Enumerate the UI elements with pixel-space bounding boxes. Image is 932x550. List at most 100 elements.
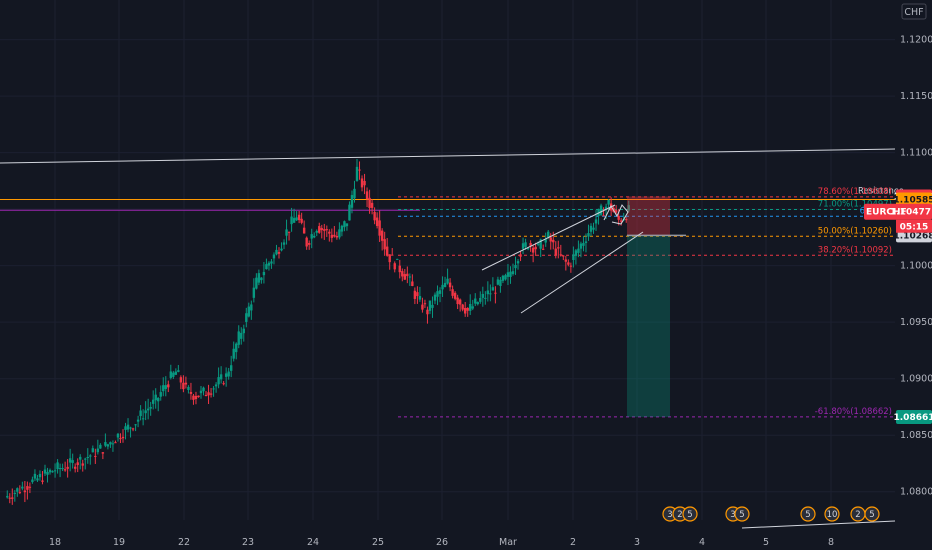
candle [320,224,323,239]
candle [172,370,175,379]
candle [51,470,54,473]
price-tag[interactable]: 1.08661 [894,410,932,425]
wedge-zigzag-drawing[interactable] [603,204,629,225]
candle [96,439,100,455]
candle [300,212,303,225]
candle [557,240,560,259]
economic-event-marker[interactable]: 5 [800,506,816,522]
candle [458,298,462,312]
candle [358,161,361,180]
candle [91,445,95,453]
candle [506,264,510,286]
candle [592,222,595,234]
event-count-label: 5 [687,510,692,520]
candle [446,268,449,285]
symbol-label: EURCHF [866,208,907,218]
candle [345,223,349,231]
y-tick-label: 1.09000 [900,374,932,385]
candle [572,246,575,268]
candle [514,256,517,275]
candle [388,254,391,270]
currency-badge[interactable]: CHF [901,3,927,20]
event-layer[interactable]: 3 2 5 3 5 5 10 2 5 [662,506,896,529]
symbol-price: 1.10477 [890,208,931,218]
candle [307,240,311,250]
candle [202,386,205,396]
candle [229,355,233,378]
candle [179,375,183,390]
economic-event-marker[interactable]: 10 [824,506,840,522]
candle [411,274,414,287]
economic-event-marker[interactable]: 5 [864,506,880,522]
candle [260,277,263,284]
wedge-lower-line[interactable] [520,231,644,314]
economic-event-marker[interactable]: 5 [682,506,698,522]
candle [486,281,490,302]
candle [36,475,39,482]
candle [23,480,27,503]
candle [297,211,301,224]
candle [232,341,235,362]
candle [385,238,389,257]
event-count-label: 5 [805,510,810,520]
candle [212,386,215,397]
candle [174,368,178,376]
candle [31,476,34,484]
candle [214,382,218,393]
candle [111,440,115,452]
candle [509,266,512,284]
event-count-label: 5 [739,510,744,520]
candle [438,287,442,303]
candle [607,199,610,208]
candle [484,291,487,305]
position-target-zone[interactable] [627,235,670,418]
candle [333,226,336,238]
axis-layer[interactable]: 1.08000 1.08500 1.09000 1.09500 1.10000 1.105… [49,35,932,548]
fib-level-label: 78.60%(1.10608) [818,187,892,197]
candle [46,467,49,483]
resistance-trendline[interactable] [0,148,896,164]
candle [6,490,9,499]
candle [501,274,505,284]
candle [131,427,135,432]
economic-event-marker[interactable]: 2 [850,506,866,522]
fib-level-label: -61.80%(1.08662) [815,407,892,417]
candle [589,223,593,237]
candle [363,173,366,195]
candle [406,266,409,284]
candle [471,299,474,311]
bottom-trendline[interactable] [741,520,896,529]
x-tick-label: Mar [499,537,517,548]
x-tick-label: 25 [372,537,384,548]
candle [63,461,67,472]
candle [476,301,479,306]
candle [290,207,293,232]
candle [86,448,89,464]
position-stop-zone[interactable] [627,196,670,236]
candle [169,364,173,380]
price-tag-label: 1.08661 [894,413,932,423]
candle [8,493,11,504]
economic-event-marker[interactable]: 5 [734,506,750,522]
candle [511,263,515,276]
candle [489,284,492,302]
candle [391,248,394,256]
overlay-layer[interactable] [481,196,686,418]
candle [141,409,145,426]
candle [421,297,424,313]
candle [594,209,598,231]
price-tag[interactable]: 1.10585 [894,192,932,207]
event-count-label: 2 [677,510,682,520]
candle [416,286,419,304]
candle [305,236,308,250]
candle [121,429,125,443]
candle [373,207,376,225]
wedge-upper-line[interactable] [481,204,616,271]
candle [423,299,427,308]
candle [237,325,240,349]
